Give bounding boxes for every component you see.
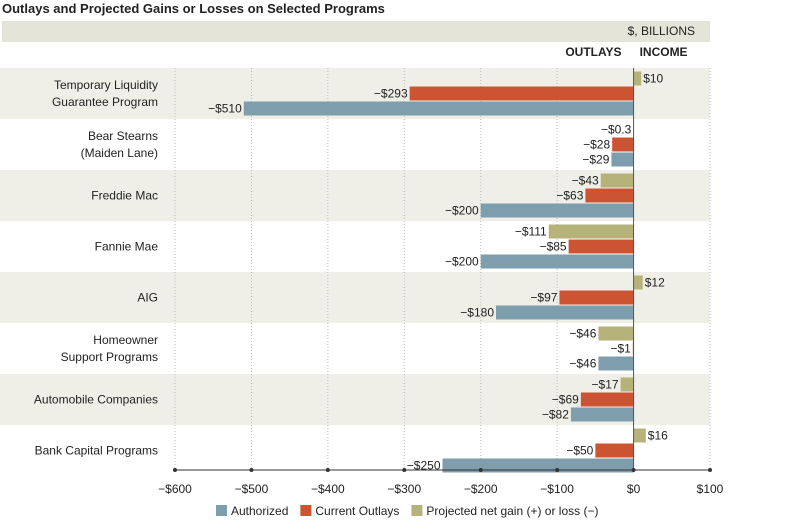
- x-tick: [708, 468, 712, 472]
- authorized-bar: [480, 254, 634, 269]
- data-label: −$293: [374, 87, 408, 101]
- unit-label: $, BILLIONS: [628, 24, 695, 38]
- legend-swatch: [300, 505, 312, 516]
- projected-bar: [548, 224, 634, 239]
- legend-label: Projected net gain (+) or loss (−): [426, 504, 598, 518]
- x-tick: [325, 468, 330, 472]
- x-tick: [631, 468, 636, 472]
- x-tick: [249, 468, 254, 472]
- x-tick: [478, 468, 483, 472]
- projected-bar: [620, 377, 634, 392]
- legend-label: Current Outlays: [315, 504, 399, 518]
- category-label: Support Programs: [61, 350, 158, 364]
- data-label: $16: [648, 429, 668, 443]
- projected-bar: [633, 428, 646, 443]
- projected-bar: [598, 326, 634, 341]
- authorized-bar: [442, 458, 634, 473]
- x-tick-label: $100: [697, 482, 724, 496]
- data-label: −$1: [610, 342, 631, 356]
- x-tick-label: −$200: [464, 482, 498, 496]
- projected-bar: [633, 71, 642, 86]
- data-label: −$69: [552, 393, 579, 407]
- authorized-bar: [243, 101, 634, 116]
- data-label: −$50: [566, 444, 593, 458]
- data-label: −$97: [530, 291, 557, 305]
- data-label: −$250: [407, 459, 441, 473]
- chart-title: Outlays and Projected Gains or Losses on…: [2, 1, 385, 16]
- income-header: INCOME: [640, 45, 688, 59]
- data-label: −$29: [582, 153, 609, 167]
- data-label: −$200: [445, 255, 479, 269]
- outlays-header: OUTLAYS: [565, 45, 621, 59]
- authorized-bar: [480, 203, 634, 218]
- x-tick: [173, 468, 177, 472]
- x-tick-label: −$500: [235, 482, 269, 496]
- category-label: Bear Stearns: [88, 129, 158, 143]
- category-label: Guarantee Program: [52, 95, 158, 109]
- data-label: −$17: [592, 378, 619, 392]
- projected-bar: [600, 173, 634, 188]
- authorized-bar: [570, 407, 634, 422]
- data-label: −$46: [569, 327, 596, 341]
- data-label: $10: [643, 72, 663, 86]
- authorized-bar: [598, 356, 634, 371]
- category-label: AIG: [137, 291, 158, 305]
- data-label: $12: [645, 276, 665, 290]
- category-label: Freddie Mac: [91, 189, 158, 203]
- data-label: −$43: [572, 174, 599, 188]
- data-label: −$85: [540, 240, 567, 254]
- legend-swatch: [411, 505, 423, 516]
- current-outlays-bar: [568, 239, 634, 254]
- x-tick: [555, 468, 560, 472]
- current-outlays-bar: [595, 443, 634, 458]
- authorized-bar: [611, 152, 634, 167]
- x-tick-label: −$100: [540, 482, 574, 496]
- current-outlays-bar: [559, 290, 634, 305]
- current-outlays-bar: [585, 188, 634, 203]
- category-label: Bank Capital Programs: [35, 444, 158, 458]
- unit-band: [2, 21, 710, 42]
- data-label: −$510: [208, 102, 242, 116]
- category-label: Homeowner: [93, 333, 158, 347]
- current-outlays-bar: [612, 137, 634, 152]
- data-label: −$46: [569, 357, 596, 371]
- authorized-bar: [496, 305, 634, 320]
- x-tick: [402, 468, 407, 472]
- legend-swatch: [216, 505, 227, 516]
- legend-label: Authorized: [231, 504, 288, 518]
- data-label: −$0.3: [601, 123, 632, 137]
- category-label: Automobile Companies: [34, 393, 158, 407]
- x-tick-label: −$400: [311, 482, 345, 496]
- category-label: Fannie Mae: [95, 240, 159, 254]
- x-tick-label: −$600: [158, 482, 192, 496]
- data-label: −$28: [583, 138, 610, 152]
- data-label: −$82: [542, 408, 569, 422]
- data-label: −$180: [460, 306, 494, 320]
- category-label: Temporary Liquidity: [54, 78, 158, 92]
- projected-bar: [633, 275, 643, 290]
- x-tick-label: −$300: [387, 482, 421, 496]
- data-label: −$200: [445, 204, 479, 218]
- data-label: −$63: [556, 189, 583, 203]
- current-outlays-bar: [409, 86, 634, 101]
- x-tick-label: $0: [627, 482, 641, 496]
- category-label: (Maiden Lane): [81, 146, 158, 160]
- current-outlays-bar: [580, 392, 634, 407]
- data-label: −$111: [515, 225, 547, 239]
